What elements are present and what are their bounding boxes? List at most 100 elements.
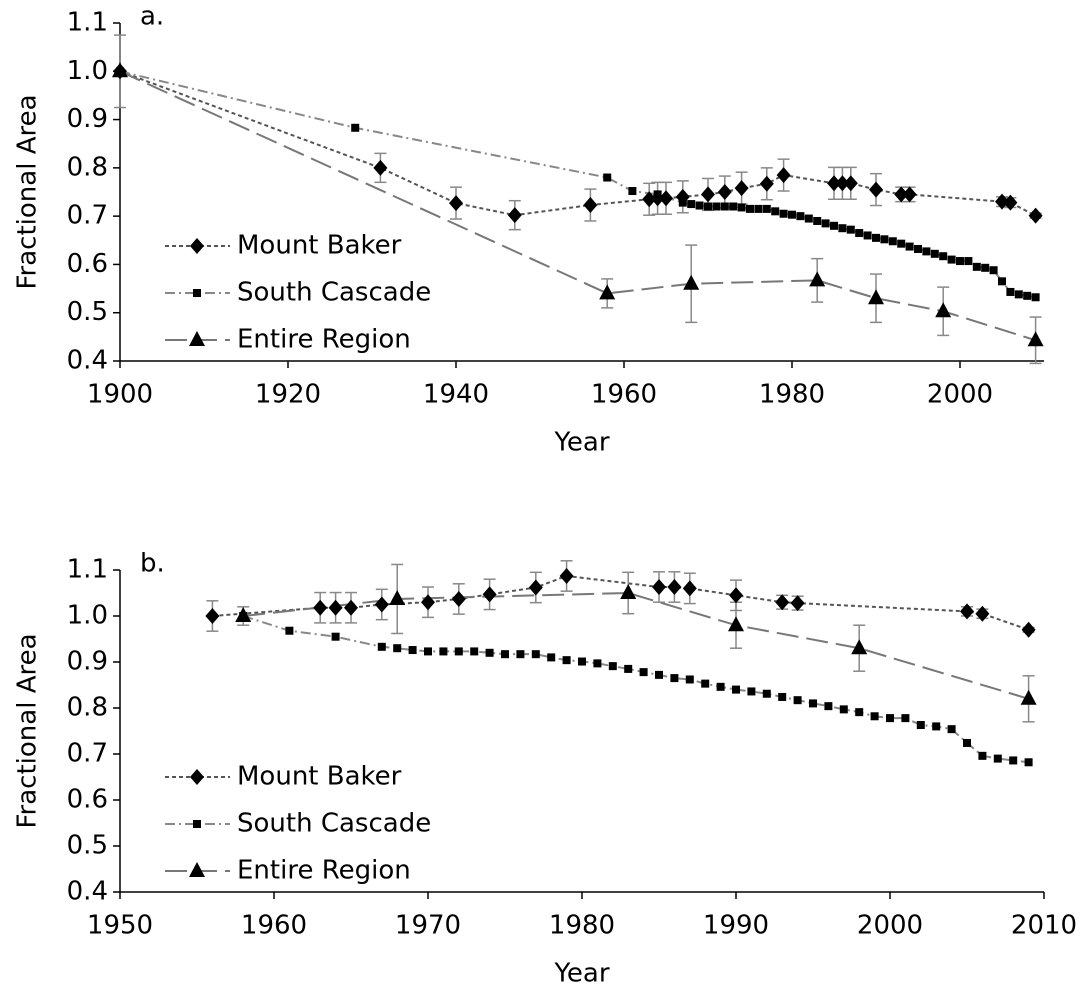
marker [439, 647, 448, 656]
marker [712, 202, 721, 211]
marker [729, 202, 738, 211]
marker [746, 204, 754, 213]
marker [1009, 756, 1018, 765]
marker [670, 674, 679, 683]
marker [747, 687, 756, 696]
marker [922, 247, 931, 256]
marker [888, 237, 897, 246]
marker [960, 603, 974, 620]
x-tick-label: 2000 [857, 911, 923, 941]
y-tick-label: 0.6 [67, 249, 108, 279]
marker [932, 722, 941, 731]
marker [894, 186, 909, 203]
legend-label: South Cascade [237, 278, 431, 308]
marker [916, 721, 925, 730]
marker [728, 616, 744, 632]
marker [620, 584, 637, 599]
marker [655, 670, 663, 679]
marker [470, 647, 479, 656]
marker [482, 586, 497, 603]
marker [870, 712, 879, 721]
y-axis-label: Fractional Area [13, 633, 43, 828]
marker [838, 224, 847, 233]
marker [1021, 621, 1036, 638]
marker [897, 239, 906, 248]
legend-label: Entire Region [237, 856, 411, 886]
marker [528, 579, 543, 596]
marker [813, 216, 822, 225]
marker [547, 653, 556, 662]
marker [642, 191, 657, 208]
marker [775, 594, 790, 611]
y-tick-label: 0.7 [67, 739, 108, 769]
marker [328, 599, 343, 616]
marker [863, 231, 872, 240]
marker [902, 186, 917, 203]
y-tick-label: 0.8 [67, 152, 108, 182]
marker [603, 173, 612, 182]
marker [639, 668, 648, 677]
marker [972, 262, 981, 271]
x-tick-label: 2010 [1011, 911, 1077, 941]
marker [993, 754, 1002, 763]
marker [531, 650, 540, 659]
marker [981, 263, 990, 272]
marker [1023, 291, 1032, 300]
marker [667, 579, 682, 596]
marker [930, 249, 939, 258]
marker [855, 229, 864, 238]
x-axis-label: Year [553, 959, 609, 989]
marker [205, 608, 220, 624]
marker [995, 193, 1009, 210]
legend-label: Mount Baker [237, 762, 402, 792]
marker [793, 696, 802, 705]
marker [393, 644, 402, 653]
marker [112, 62, 128, 78]
marker [516, 650, 525, 659]
y-tick-label: 0.9 [67, 104, 108, 134]
x-tick-label: 1980 [759, 380, 825, 410]
marker [704, 202, 712, 211]
marker [851, 639, 868, 655]
marker [964, 257, 973, 266]
marker [562, 656, 571, 665]
marker [868, 289, 884, 305]
marker [559, 567, 574, 584]
legend-marker [189, 862, 205, 877]
marker [869, 181, 883, 198]
marker [659, 190, 673, 207]
marker [1003, 194, 1018, 211]
marker [454, 647, 463, 656]
marker [583, 197, 598, 214]
panel-label: b. [140, 549, 165, 579]
marker [975, 605, 990, 622]
marker [754, 204, 763, 213]
y-tick-label: 0.6 [67, 785, 108, 815]
legend-marker [193, 289, 201, 297]
marker [685, 675, 694, 684]
marker [762, 689, 771, 698]
marker [593, 659, 602, 668]
marker [762, 204, 771, 213]
marker [1027, 331, 1044, 347]
marker [373, 159, 388, 176]
marker [1031, 293, 1040, 302]
marker [628, 187, 637, 196]
series-line [242, 615, 1029, 764]
y-tick-label: 0.4 [67, 346, 108, 376]
marker [886, 714, 894, 723]
legend-label: Mount Baker [237, 231, 402, 261]
marker [653, 190, 662, 199]
legend-label: Entire Region [237, 325, 411, 355]
marker [624, 664, 633, 673]
marker [880, 235, 889, 244]
x-tick-label: 2000 [927, 380, 993, 410]
x-tick-label: 1980 [549, 911, 615, 941]
marker [451, 590, 466, 607]
marker [507, 207, 522, 224]
marker [485, 648, 494, 657]
marker [989, 266, 998, 275]
marker [716, 682, 725, 691]
x-tick-label: 1920 [255, 380, 321, 410]
x-tick-label: 1960 [241, 911, 307, 941]
